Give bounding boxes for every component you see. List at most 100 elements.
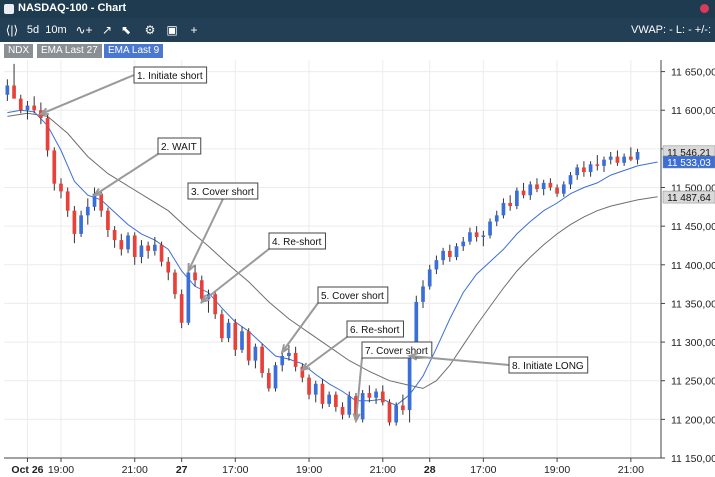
vwap-readout: VWAP: - L: - +/-: [631,24,711,36]
candle-body [173,272,177,295]
candle-body [79,215,83,234]
window-menu-icon[interactable] [700,4,709,13]
price-label-box [662,155,715,169]
candle-body [85,206,90,216]
indicator-add-icon[interactable]: ∿+ [75,23,93,37]
price-label-box [662,190,715,204]
y-tick-label: 11 400,00 [671,260,715,272]
price-label: 11 533,03 [667,158,711,169]
legend-ema-9[interactable]: EMA Last 9 [104,44,164,58]
candle-body [541,182,546,190]
legend-ndx[interactable]: NDX [4,44,34,58]
x-tick-label: 28 [424,464,436,476]
candle-body [615,156,620,163]
annotation-label: 6. Re-short [350,325,400,336]
candle-body [628,156,633,160]
layout-icon[interactable]: ▣ [166,23,178,37]
candle-body [407,349,412,411]
period-5d-button[interactable]: 5d [26,24,40,36]
candle-body [260,346,264,373]
candle-body [374,391,378,398]
candle-body [548,182,553,188]
gear-icon[interactable]: ⚙ [144,23,156,37]
cursor-icon[interactable]: ⬉ [120,23,132,37]
candle-body [394,405,399,423]
y-tick-label: 11 300,00 [671,337,715,349]
price-label: 11 546,21 [667,148,711,159]
candle-body [461,241,466,247]
candle-body [59,183,63,192]
annotation-box [317,286,389,304]
annotation-label: 5. Cover short [321,291,384,302]
annotation-callout: 5. Cover short [317,286,389,304]
candle-body [25,105,30,111]
annotation-arrow [409,354,510,366]
annotation-box [133,66,208,84]
annotation-arrow [354,357,363,422]
candle-body [300,366,305,378]
candle-body [193,272,197,281]
draw-line-icon[interactable]: ↗ [101,23,113,37]
candle-body [106,210,110,231]
title-bar: NASDAQ-100 - Chart [0,0,715,18]
x-tick-label: 19:00 [544,464,570,476]
candle-body [313,383,318,395]
candle-body [293,352,298,367]
candle-body [635,151,640,160]
candle-body [454,246,459,258]
annotation-arrow [281,302,319,353]
candle-body [515,190,519,207]
candle-body [119,240,124,250]
annotation-callout: 4. Re-short [268,232,326,250]
annotation-box [157,137,202,155]
annotation-arrowhead [407,352,418,361]
y-tick-label: 11 200,00 [671,414,715,426]
candle-body [327,394,331,404]
annotation-arrow [93,153,159,197]
y-tick-label: 11 250,00 [671,376,715,388]
candle-body [555,187,559,194]
x-tick-label: 17:00 [470,464,496,476]
y-tick-label: 11 150,00 [671,453,715,465]
candle-body [132,235,137,258]
candle-body [280,355,285,366]
x-tick-label: 27 [176,464,188,476]
candle-body [561,184,566,194]
annotation-arrow [187,198,224,272]
x-tick-label: 21:00 [618,464,644,476]
candle-body [602,159,606,166]
annotation-arrowhead [300,362,311,372]
annotation-arrow [40,74,135,116]
candle-body [152,244,157,251]
annotation-box [187,182,259,200]
annotation-arrow [301,336,348,371]
candle-body [240,331,244,350]
annotation-callout: 2. WAIT [157,137,202,155]
annotation-label: 8. Initiate LONG [512,361,584,372]
add-icon[interactable]: + [190,23,198,37]
annotation-label: 3. Cover short [191,187,254,198]
price-label: 11 487,64 [667,193,711,204]
candle-body [622,156,626,163]
candle-body [112,230,117,241]
annotation-arrowhead [187,262,196,274]
x-tick-label: 21:00 [370,464,396,476]
candle-body [568,175,573,185]
candle-body [441,250,445,261]
x-tick-label: 19:00 [48,464,74,476]
annotation-box [508,356,589,374]
candle-body [199,280,204,299]
candle-body [186,272,191,323]
interval-10m-button[interactable]: 10m [45,24,67,36]
annotation-arrow [201,248,270,303]
annotation-label: 1. Initiate short [137,71,203,82]
candle-body [494,215,499,222]
candle-body [414,301,419,350]
legend-ema-27[interactable]: EMA Last 27 [37,44,102,58]
candle-body [508,202,513,207]
candles-icon[interactable]: ⟨|⟩ [5,23,19,37]
candle-body [401,405,405,411]
candle-body [340,406,345,415]
candle-body [501,202,506,216]
